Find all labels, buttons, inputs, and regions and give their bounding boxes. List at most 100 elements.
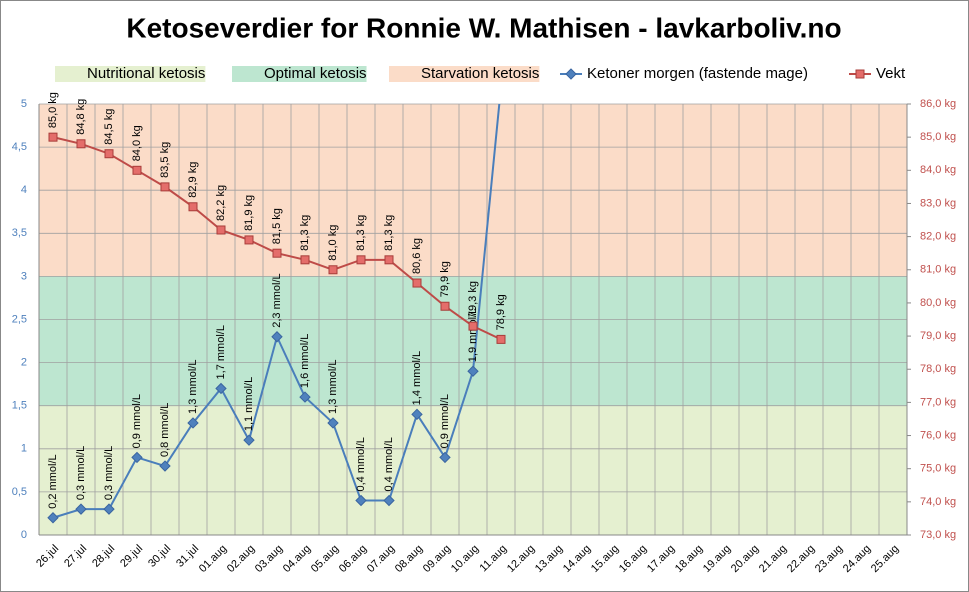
marker [48,132,58,142]
marker [75,503,87,515]
legend-label: Optimal ketosis [264,65,367,82]
marker [103,503,115,515]
data-label: 84,8 kg [75,99,87,135]
marker [384,255,394,265]
data-label: 1,1 mmol/L [243,377,255,431]
data-label: 1,4 mmol/L [411,351,423,405]
marker [76,139,86,149]
y2-tick-label: 82,0 kg [920,231,956,243]
y2-tick-label: 84,0 kg [920,164,956,176]
y-tick-label: 5 [21,98,27,110]
data-label: 81,3 kg [383,215,395,251]
marker [439,451,451,464]
y-tick-label: 0,5 [12,486,27,498]
marker [356,255,366,265]
y2-tick-label: 76,0 kg [920,429,956,441]
chart-title: Ketoseverdier for Ronnie W. Mathisen - l… [126,12,841,43]
y2-tick-label: 73,0 kg [920,529,956,541]
marker [244,235,254,245]
marker [215,382,227,395]
marker [132,165,142,175]
legend-label: Starvation ketosis [421,65,539,82]
y-tick-label: 3,5 [12,227,27,239]
marker [272,248,282,258]
marker [300,255,310,265]
data-label: 81,3 kg [299,215,311,251]
data-label: 0,9 mmol/L [131,394,143,448]
data-label: 84,0 kg [131,125,143,161]
data-label: 81,0 kg [327,225,339,261]
band [39,276,907,406]
data-label: 82,2 kg [215,185,227,221]
data-label: 82,9 kg [187,162,199,198]
data-label: 81,5 kg [271,208,283,244]
legend-swatch [389,66,540,82]
data-label: 78,9 kg [495,294,507,330]
y-tick-label: 1,5 [12,400,27,412]
data-label: 81,9 kg [243,195,255,231]
y-tick-label: 2 [21,357,27,369]
data-label: 80,6 kg [411,238,423,274]
data-label: 1,3 mmol/L [187,360,199,414]
data-label: 0,4 mmol/L [383,437,395,491]
y2-tick-label: 83,0 kg [920,197,956,209]
y-tick-label: 4 [21,184,27,196]
data-label: 85,0 kg [47,92,59,128]
marker [271,331,283,343]
data-label: 0,8 mmol/L [159,403,171,457]
y2-tick-label: 77,0 kg [920,396,956,408]
marker [440,301,450,311]
legend-label: Ketoner morgen (fastende mage) [587,65,808,82]
legend-label: Nutritional ketosis [87,65,205,82]
y-tick-label: 2,5 [12,313,27,325]
data-label: 2,3 mmol/L [271,273,283,327]
data-label: 81,3 kg [355,215,367,251]
data-label: 83,5 kg [159,142,171,178]
data-label: 0,2 mmol/L [47,454,59,508]
y2-tick-label: 80,0 kg [920,297,956,309]
y-tick-label: 3 [21,270,27,282]
y2-tick-label: 74,0 kg [920,496,956,508]
band [39,405,907,535]
marker [243,434,255,446]
data-label: 1,6 mmol/L [299,334,311,388]
marker [47,512,59,524]
data-label: 0,9 mmol/L [439,394,451,448]
y-tick-label: 1 [21,443,27,455]
legend-marker [855,69,865,79]
y2-tick-label: 85,0 kg [920,131,956,143]
marker [299,391,311,403]
marker [131,451,143,464]
y-tick-label: 0 [21,529,27,541]
data-label: 79,9 kg [439,261,451,297]
marker [467,365,479,377]
marker [411,408,423,421]
marker [216,225,226,235]
legend-marker [565,68,577,80]
marker [160,182,170,192]
data-label: 84,5 kg [103,109,115,145]
marker [188,202,198,212]
y2-tick-label: 81,0 kg [920,264,956,276]
marker [412,278,422,288]
marker [159,460,171,472]
y2-tick-label: 86,0 kg [920,98,956,110]
y2-tick-label: 75,0 kg [920,463,956,475]
y2-tick-label: 79,0 kg [920,330,956,342]
data-label: 79,3 kg [467,281,479,317]
data-label: 1,3 mmol/L [327,360,339,414]
marker [328,265,338,275]
marker [187,417,199,429]
marker [327,417,339,429]
marker [104,149,114,159]
marker [468,321,478,331]
legend-label: Vekt [876,65,906,82]
data-label: 0,3 mmol/L [75,446,87,500]
data-label: 1,7 mmol/L [215,325,227,379]
data-label: 0,4 mmol/L [355,437,367,491]
marker [383,494,395,507]
marker [355,494,367,507]
legend-swatch [55,66,206,82]
legend-swatch [232,66,367,82]
